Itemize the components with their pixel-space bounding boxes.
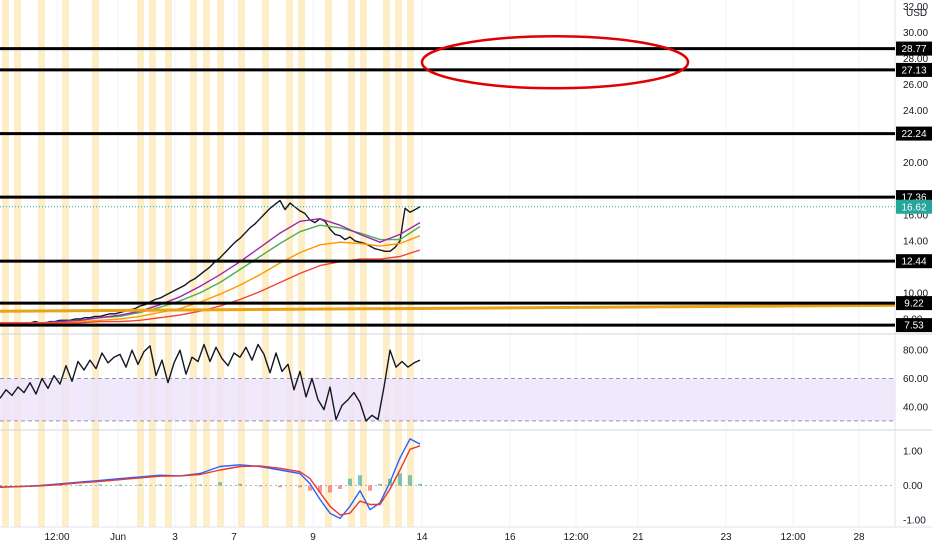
histogram-bar-3: [58, 484, 62, 486]
histogram-bar-22: [368, 485, 372, 491]
session-band-6: [149, 0, 156, 527]
histogram-bar-14: [278, 485, 282, 488]
histogram-bar-23: [378, 483, 382, 486]
y-tick-price-2: 14.00: [903, 236, 928, 247]
x-tick-4: 9: [310, 532, 316, 543]
level-badge-text-4: 12.44: [901, 257, 926, 268]
level-badge-6: [896, 318, 932, 333]
currency-label: USD: [906, 8, 927, 19]
session-band-7: [165, 0, 172, 527]
series-histogram-oscillator-1: [0, 445, 421, 516]
histogram-bar-5: [98, 484, 102, 486]
y-tick-histogram-oscillator-1: 0.00: [903, 481, 923, 492]
level-badge-5: [896, 296, 932, 311]
x-tick-9: 23: [720, 532, 732, 543]
last-price-text: 16.62: [901, 202, 926, 213]
y-tick-price-10: 32.00: [903, 2, 928, 13]
y-tick-price-7: 26.00: [903, 80, 928, 91]
y-tick-price-3: 16.00: [903, 210, 928, 221]
histogram-bar-17: [318, 485, 322, 493]
level-badge-0: [896, 41, 932, 56]
level-badge-text-1: 27.13: [901, 65, 926, 76]
histogram-bar-12: [238, 483, 242, 486]
y-tick-oscillator-0: 80.00: [903, 346, 928, 357]
histogram-bar-16: [308, 485, 312, 491]
session-band-12: [262, 0, 269, 527]
level-badge-text-5: 9.22: [904, 299, 924, 310]
level-badge-4: [896, 254, 932, 269]
histogram-bar-6: [118, 484, 122, 486]
session-band-18: [383, 0, 390, 527]
x-tick-8: 21: [632, 532, 644, 543]
y-tick-price-1: 10.00: [903, 288, 928, 299]
y-tick-price-4: 20.00: [903, 158, 928, 169]
session-band-13: [286, 0, 293, 527]
x-tick-0: 12:00: [44, 532, 69, 543]
histogram-bar-0: [0, 485, 2, 487]
session-band-1: [14, 0, 21, 527]
x-tick-7: 12:00: [563, 532, 588, 543]
y-tick-price-8: 28.00: [903, 54, 928, 65]
y-tick-histogram-oscillator-0: 1.00: [903, 447, 923, 458]
histogram-bar-9: [178, 485, 182, 487]
y-tick-oscillator-2: 40.00: [903, 402, 928, 413]
session-band-3: [62, 0, 69, 527]
session-band-9: [203, 0, 210, 527]
x-tick-1: Jun: [110, 532, 126, 543]
annotation-ellipse[interactable]: [420, 34, 690, 90]
histogram-bar-20: [348, 478, 352, 486]
histogram-bar-26: [408, 475, 412, 486]
session-band-14: [298, 0, 305, 527]
series-oscillator-0: [0, 343, 421, 422]
histogram-bar-27: [418, 483, 422, 486]
last-price-badge: [896, 199, 932, 214]
oscillator-band: [0, 378, 895, 421]
series-price-5: [0, 303, 896, 313]
session-band-20: [407, 0, 414, 527]
session-band-19: [395, 0, 402, 527]
level-badge-2: [896, 126, 932, 141]
session-band-5: [137, 0, 144, 527]
session-band-10: [217, 0, 224, 527]
histogram-bar-7: [138, 484, 142, 486]
y-tick-price-9: 30.00: [903, 28, 928, 39]
level-badge-text-3: 17.36: [901, 193, 926, 204]
histogram-bar-11: [218, 482, 222, 486]
session-band-11: [238, 0, 245, 527]
histogram-bar-18: [328, 485, 332, 493]
level-badge-1: [896, 62, 932, 77]
session-band-8: [190, 0, 197, 527]
level-badge-text-6: 7.53: [904, 321, 924, 332]
histogram-bar-19: [338, 485, 342, 489]
level-badge-text-0: 28.77: [901, 44, 926, 55]
session-band-17: [360, 0, 367, 527]
histogram-bar-15: [298, 485, 302, 488]
histogram-bar-24: [388, 478, 392, 486]
histogram-bar-21: [358, 475, 362, 486]
session-band-4: [92, 0, 99, 527]
x-tick-11: 28: [853, 532, 865, 543]
session-band-2: [38, 0, 45, 527]
y-tick-price-6: 24.00: [903, 106, 928, 117]
x-tick-6: 16: [504, 532, 516, 543]
histogram-bar-13: [258, 485, 262, 487]
y-tick-histogram-oscillator-2: -1.00: [903, 516, 926, 527]
y-tick-oscillator-1: 60.00: [903, 374, 928, 385]
histogram-bar-10: [198, 484, 202, 486]
x-tick-2: 3: [172, 532, 178, 543]
series-price-2: [0, 217, 421, 324]
series-histogram-oscillator-0: [0, 438, 421, 520]
histogram-bar-4: [78, 484, 82, 486]
session-band-0: [2, 0, 9, 527]
histogram-bar-25: [398, 473, 402, 486]
histogram-bar-8: [158, 484, 162, 486]
x-tick-5: 14: [416, 532, 428, 543]
x-tick-10: 12:00: [780, 532, 805, 543]
session-band-16: [348, 0, 355, 527]
x-tick-3: 7: [231, 532, 237, 543]
level-badge-text-2: 22.24: [901, 129, 926, 140]
